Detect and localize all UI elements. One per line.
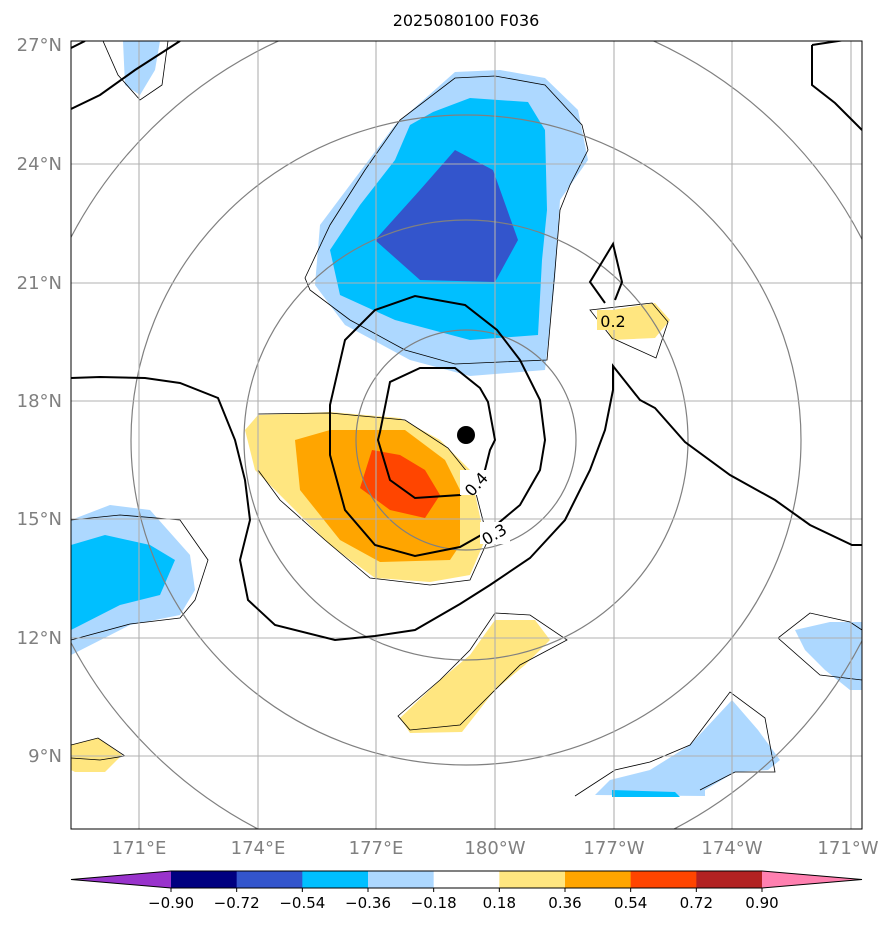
lat-label-27: 27°N xyxy=(17,35,62,56)
range-circle-3 xyxy=(130,114,802,766)
lat-label-15: 15°N xyxy=(17,509,62,530)
colorbar-tick-label: 0.54 xyxy=(614,894,647,912)
lon-label-177e: 177°E xyxy=(349,838,404,859)
shading-negative xyxy=(71,41,862,797)
colorbar-swatch xyxy=(302,871,369,888)
lon-label-180w: 180°W xyxy=(464,838,525,859)
lon-label-171e: 171°E xyxy=(112,838,167,859)
colorbar-tick-label: 0.36 xyxy=(548,894,581,912)
colorbar-tick-label: 0.72 xyxy=(680,894,713,912)
neg-region-southeast-mid xyxy=(612,790,680,797)
lat-label-12: 12°N xyxy=(17,628,62,649)
lon-label-171w: 171°W xyxy=(817,838,878,859)
colorbar-tick-label: −0.54 xyxy=(279,894,325,912)
thin-contours xyxy=(71,41,862,797)
range-circle-1 xyxy=(355,329,577,551)
lat-label-18: 18°N xyxy=(17,391,62,412)
map-frame xyxy=(70,40,863,830)
neg-region-top-light xyxy=(123,41,160,95)
map-area: 0.2 0.3 0.4 xyxy=(71,41,862,829)
lat-label-9: 9°N xyxy=(28,746,62,767)
pos-region-center-red xyxy=(360,450,440,518)
colorbar-tick-label: −0.90 xyxy=(148,894,194,912)
thick-contours xyxy=(71,41,862,642)
contour-label-group: 0.2 0.3 0.4 xyxy=(460,310,629,549)
colorbar-extend-low xyxy=(71,871,171,888)
colorbar-swatch xyxy=(696,871,763,888)
range-circles xyxy=(71,41,862,829)
range-circle-2 xyxy=(243,219,689,661)
contour-top-right xyxy=(811,41,862,131)
colorbar-swatch xyxy=(368,871,435,888)
neg-region-east-light xyxy=(795,622,862,690)
colorbar-swatch xyxy=(565,871,632,888)
lon-labels: 171°E 174°E 177°E 180°W 177°W 174°W 171°… xyxy=(112,838,879,859)
neg-region-north-dark xyxy=(375,150,518,282)
pos-region-sw-light xyxy=(71,738,122,772)
colorbar: −0.90 −0.72 −0.54 −0.36 −0.18 0.18 0.36 0.54 0.7… xyxy=(70,870,863,912)
colorbar-extend-high xyxy=(762,871,862,888)
colorbar-swatch xyxy=(236,871,303,888)
neg-region-west-mid xyxy=(71,535,175,630)
lat-label-21: 21°N xyxy=(17,273,62,294)
colorbar-swatch xyxy=(433,871,500,888)
lon-label-177w: 177°W xyxy=(583,838,644,859)
contour-label-0.2: 0.2 xyxy=(600,312,625,331)
colorbar-tick-label: −0.36 xyxy=(345,894,391,912)
lat-label-24: 24°N xyxy=(17,154,62,175)
lon-label-174e: 174°E xyxy=(231,838,286,859)
storm-center-marker xyxy=(457,426,475,444)
colorbar-tick-label: −0.18 xyxy=(411,894,457,912)
colorbar-swatch xyxy=(499,871,566,888)
lat-labels: 27°N 24°N 21°N 18°N 15°N 12°N 9°N xyxy=(17,35,62,767)
contour-east-small xyxy=(588,241,624,304)
map-title: 2025080100 F036 xyxy=(393,11,540,30)
colorbar-tick-label: −0.72 xyxy=(214,894,260,912)
contour-middle xyxy=(329,294,547,558)
colorbar-tick-label: 0.18 xyxy=(483,894,516,912)
colorbar-tick-label: 0.90 xyxy=(745,894,778,912)
neg-region-southeast-light xyxy=(595,700,780,796)
contour-outer xyxy=(71,363,862,642)
pos-region-south-light xyxy=(400,620,550,733)
colorbar-swatch xyxy=(171,871,238,888)
lon-label-174w: 174°W xyxy=(701,838,762,859)
contour-top-left xyxy=(71,41,181,110)
colorbar-swatch xyxy=(630,871,697,888)
